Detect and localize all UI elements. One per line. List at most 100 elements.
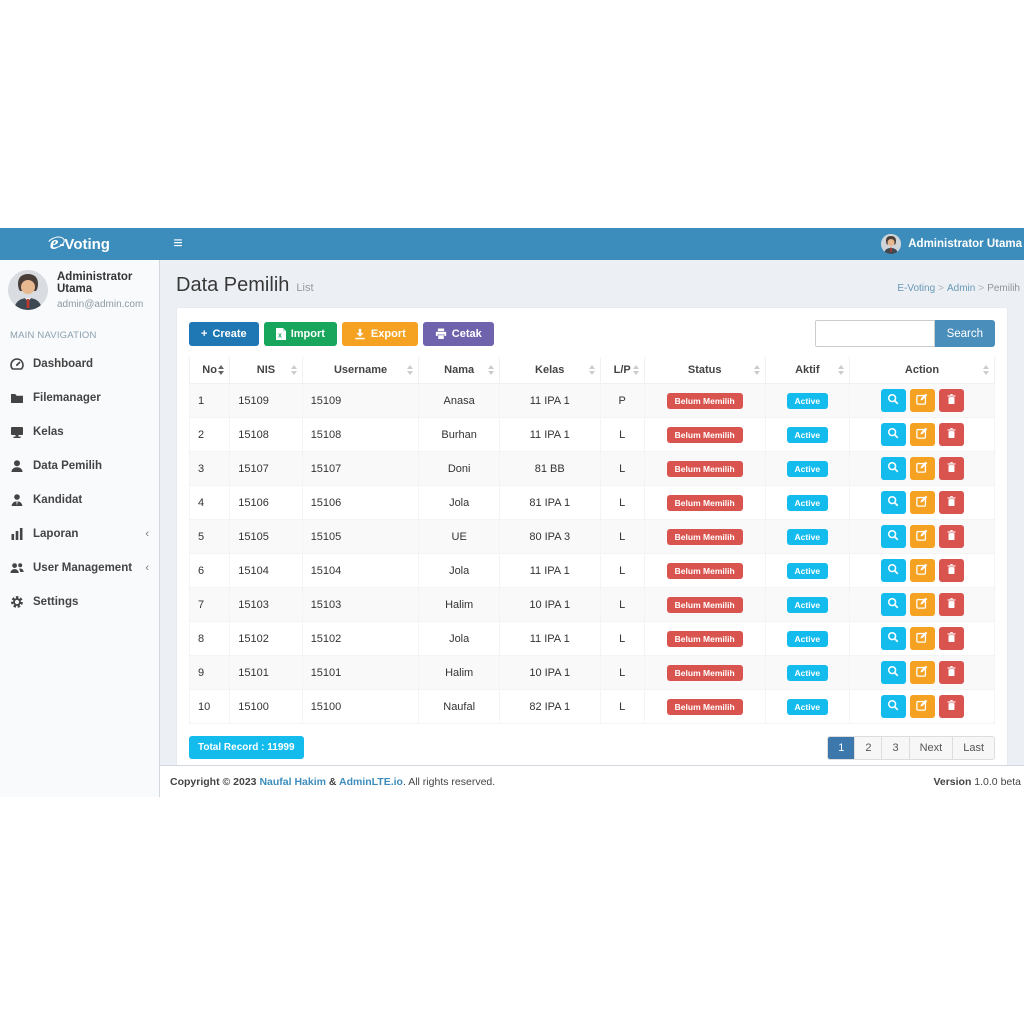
pagination-page-1[interactable]: 1 (828, 737, 856, 759)
action-buttons (858, 491, 986, 514)
breadcrumb-admin-link[interactable]: Admin (947, 283, 976, 294)
view-button[interactable] (880, 423, 906, 446)
column-header-kelas[interactable]: Kelas (498, 357, 601, 384)
pagination-page-3[interactable]: 3 (882, 737, 910, 759)
view-button[interactable] (880, 627, 906, 650)
navbar-user-menu[interactable]: Administrator Utama (881, 228, 1024, 260)
sidebar-item-data-pemilih[interactable]: Data Pemilih (0, 449, 159, 483)
pagination-last[interactable]: Last (953, 737, 994, 759)
cell-username: 15108 (301, 417, 420, 452)
pagination-next[interactable]: Next (909, 737, 954, 759)
sidebar-item-label: Filemanager (33, 392, 101, 404)
trash-icon (946, 631, 957, 646)
cell-kelas: 11 IPA 1 (498, 553, 601, 588)
sidebar-item-laporan[interactable]: Laporan ‹ (0, 517, 159, 551)
cell-nama: Jola (418, 553, 500, 588)
cell-lp: L (599, 451, 645, 486)
cell-no: 7 (188, 587, 231, 622)
cell-no: 5 (188, 519, 231, 554)
view-button[interactable] (880, 593, 906, 616)
delete-button[interactable] (938, 661, 964, 684)
delete-button[interactable] (938, 627, 964, 650)
export-button[interactable]: Export (341, 321, 418, 346)
column-header-action[interactable]: Action (849, 357, 995, 384)
app-window: e -Voting ≡ Administrator Utama Administr… (0, 228, 1024, 797)
cell-username: 15105 (301, 519, 420, 554)
delete-button[interactable] (938, 559, 964, 582)
cell-action (849, 485, 995, 520)
breadcrumb-separator: > (938, 283, 944, 294)
page-title: Data Pemilih (176, 274, 290, 296)
sidebar-item-user-management[interactable]: User Management ‹ (0, 551, 159, 585)
delete-button[interactable] (938, 525, 964, 548)
pagination-page-2[interactable]: 2 (855, 737, 883, 759)
status-badge: Belum Memilih (666, 426, 743, 443)
edit-button[interactable] (909, 491, 935, 514)
sidebar-item-dashboard[interactable]: Dashboard (0, 347, 159, 381)
breadcrumb-separator: > (978, 283, 985, 294)
cell-status: Belum Memilih (643, 451, 766, 486)
delete-button[interactable] (938, 491, 964, 514)
sidebar-item-settings[interactable]: Settings (0, 585, 159, 619)
edit-button[interactable] (909, 389, 935, 412)
dashboard-icon (10, 357, 24, 371)
view-button[interactable] (880, 389, 906, 412)
sidebar-item-kelas[interactable]: Kelas (0, 415, 159, 449)
sidebar-toggle-button[interactable]: ≡ (160, 228, 196, 260)
column-header-aktif[interactable]: Aktif (764, 357, 851, 384)
view-button[interactable] (880, 695, 906, 718)
status-badge: Belum Memilih (666, 664, 743, 681)
edit-button[interactable] (909, 593, 935, 616)
trash-icon (946, 665, 957, 680)
column-header-nama[interactable]: Nama (418, 357, 500, 384)
column-header-status[interactable]: Status (643, 357, 766, 384)
author-link[interactable]: Naufal Hakim (259, 775, 326, 788)
edit-button[interactable] (909, 525, 935, 548)
sidebar-item-filemanager[interactable]: Filemanager (0, 381, 159, 415)
sort-icon (753, 365, 760, 375)
delete-button[interactable] (938, 389, 964, 412)
adminlte-link[interactable]: AdminLTE.io (339, 775, 403, 788)
cell-nis: 15102 (229, 621, 303, 656)
cell-lp: L (599, 689, 645, 724)
sidebar-user-name: Administrator Utama (57, 270, 133, 295)
print-button[interactable]: Cetak (422, 321, 494, 346)
delete-button[interactable] (938, 593, 964, 616)
edit-button[interactable] (909, 695, 935, 718)
search-input[interactable] (814, 320, 935, 347)
column-header-nis[interactable]: NIS (229, 357, 303, 384)
table-header-row: No NIS Username Nama Kelas L/P Status Ak… (188, 357, 995, 384)
column-header-no[interactable]: No (188, 357, 231, 384)
view-button[interactable] (880, 491, 906, 514)
delete-button[interactable] (938, 457, 964, 480)
trash-icon (946, 461, 957, 476)
table-row: 10 15100 15100 Naufal 82 IPA 1 L Belum M… (188, 689, 995, 724)
delete-button[interactable] (938, 695, 964, 718)
cell-nama: Doni (418, 451, 500, 486)
view-button[interactable] (880, 457, 906, 480)
table-row: 1 15109 15109 Anasa 11 IPA 1 P Belum Mem… (188, 383, 995, 418)
view-button[interactable] (880, 525, 906, 548)
cell-status: Belum Memilih (643, 689, 766, 724)
create-button[interactable]: + Create (189, 321, 259, 346)
brand-logo[interactable]: e -Voting (0, 228, 160, 260)
status-badge: Belum Memilih (666, 528, 743, 545)
sidebar-item-kandidat[interactable]: Kandidat (0, 483, 159, 517)
view-button[interactable] (880, 559, 906, 582)
edit-button[interactable] (909, 423, 935, 446)
print-button-label: Cetak (451, 327, 482, 340)
gear-icon (10, 595, 24, 609)
delete-button[interactable] (938, 423, 964, 446)
import-button[interactable]: x Import (263, 321, 337, 346)
breadcrumb-home-link[interactable]: E-Voting (897, 283, 936, 294)
view-button[interactable] (880, 661, 906, 684)
plus-icon: + (201, 327, 208, 340)
cell-status: Belum Memilih (643, 485, 766, 520)
edit-button[interactable] (909, 627, 935, 650)
edit-button[interactable] (909, 457, 935, 480)
search-button[interactable]: Search (934, 320, 995, 347)
column-header-username[interactable]: Username (301, 357, 420, 384)
edit-button[interactable] (909, 661, 935, 684)
edit-button[interactable] (909, 559, 935, 582)
column-header-lp[interactable]: L/P (599, 357, 645, 384)
